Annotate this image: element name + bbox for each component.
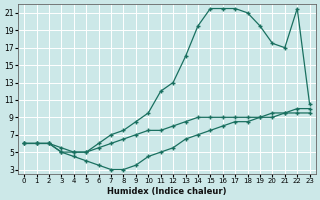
X-axis label: Humidex (Indice chaleur): Humidex (Indice chaleur)	[107, 187, 227, 196]
